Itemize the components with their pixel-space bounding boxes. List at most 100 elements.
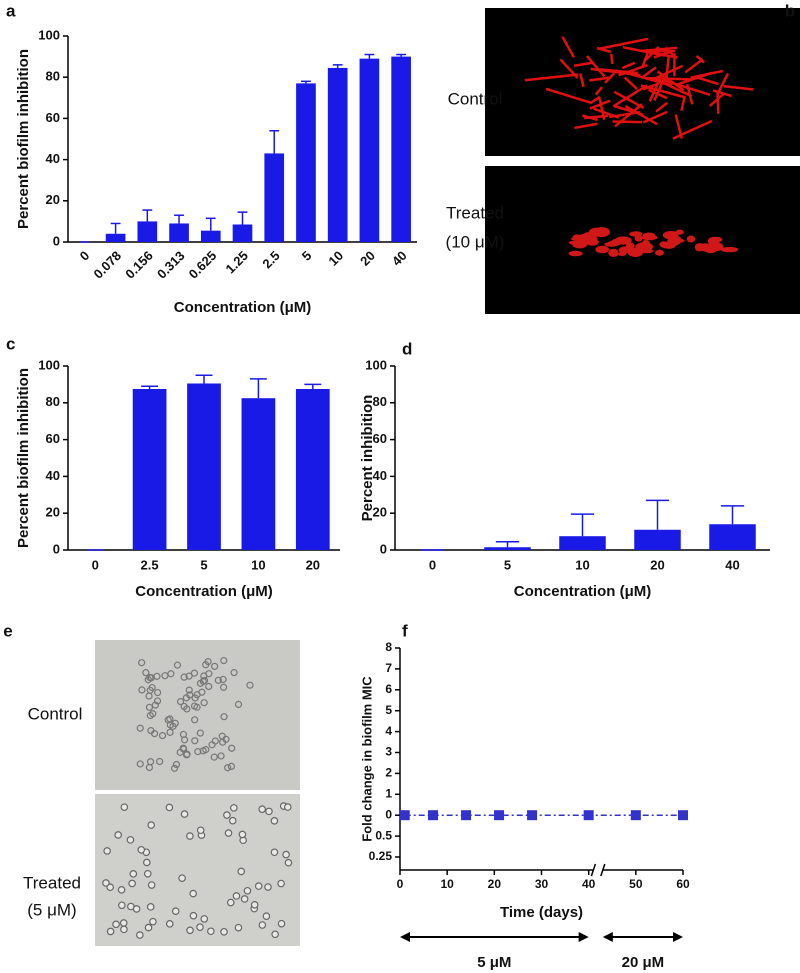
cell — [191, 737, 199, 745]
cell — [234, 923, 243, 932]
cell — [205, 682, 213, 691]
y-tick-label: 100 — [38, 27, 60, 42]
y-axis-title: Fold change in biofilm MIC — [359, 676, 374, 842]
x-tick-label: 10 — [325, 248, 346, 269]
cell — [226, 898, 235, 907]
arrow-head — [673, 932, 683, 942]
x-tick-label: 10 — [251, 557, 265, 572]
cell — [205, 670, 213, 678]
panel-letter: d — [402, 339, 412, 358]
bar — [559, 536, 606, 550]
hypha — [594, 86, 603, 96]
hypha — [641, 66, 657, 79]
cell-cluster — [635, 245, 652, 250]
cell — [237, 867, 246, 876]
cell — [220, 656, 228, 665]
cell — [180, 673, 188, 681]
cell — [240, 895, 249, 903]
hypha — [622, 45, 665, 57]
cell — [144, 923, 153, 932]
cell — [106, 927, 115, 936]
hypha — [579, 73, 585, 88]
hypha — [648, 75, 663, 102]
x-tick-label: 20 — [306, 557, 320, 572]
y-tick-label: 20 — [46, 192, 60, 207]
y-tick-label: 3 — [385, 745, 392, 759]
x-tick-label: 60 — [676, 877, 690, 891]
hypha — [582, 114, 599, 122]
cell — [172, 760, 181, 769]
cell — [191, 694, 199, 702]
cell — [262, 912, 271, 920]
cell — [219, 675, 227, 684]
arrow-head — [400, 932, 410, 942]
y-tick-label: 6 — [385, 682, 392, 696]
bar — [484, 547, 531, 550]
cell-cluster — [588, 227, 605, 237]
hypha — [613, 90, 645, 109]
cell — [196, 729, 204, 737]
point — [399, 810, 410, 821]
x-tick-label: 0.078 — [91, 248, 125, 282]
panel-letter: a — [6, 1, 16, 20]
x-tick-label: 10 — [575, 557, 589, 572]
point — [583, 810, 594, 821]
cell — [112, 920, 120, 929]
hypha — [604, 72, 616, 84]
y-tick-label: 60 — [46, 110, 60, 125]
cell — [210, 753, 218, 761]
cell — [149, 710, 157, 718]
cell — [234, 700, 243, 709]
hypha — [649, 64, 684, 82]
bar — [105, 233, 126, 242]
cell — [200, 676, 209, 685]
cell — [138, 686, 146, 694]
panel-letter: e — [3, 621, 12, 640]
y-axis-title: Percent biofilm inhibition — [15, 368, 32, 548]
bar — [295, 389, 330, 550]
x-tick-label: 40 — [389, 248, 410, 269]
cell — [220, 927, 228, 936]
bar — [327, 67, 348, 243]
cell — [180, 810, 189, 818]
point — [428, 810, 439, 821]
hypha — [618, 63, 648, 77]
cell — [258, 805, 266, 814]
cell — [218, 732, 226, 740]
y-tick-label: 8 — [385, 640, 392, 654]
cell-cluster — [625, 242, 635, 250]
y-tick-label: 40 — [46, 151, 60, 166]
x-axis-title: Concentration (μM) — [135, 583, 273, 600]
cell — [228, 744, 236, 752]
hypha — [610, 53, 614, 65]
x-tick-label: 20 — [488, 877, 502, 891]
cell — [137, 845, 146, 854]
hypha — [589, 76, 612, 82]
hypha — [596, 46, 612, 54]
cell — [143, 869, 152, 878]
hypha — [590, 67, 641, 77]
bar — [241, 398, 276, 550]
cell — [270, 817, 279, 825]
panel-letter: b — [785, 1, 795, 20]
y-tick-label: 1 — [385, 786, 392, 800]
bar — [232, 224, 253, 242]
bar — [264, 153, 285, 242]
bar — [634, 529, 681, 550]
cell-cluster — [608, 248, 619, 258]
hypha — [680, 95, 686, 112]
cell — [211, 662, 219, 670]
image-caption: Control — [448, 89, 503, 108]
cell — [102, 879, 110, 887]
y-tick-label: 0.25 — [369, 849, 393, 863]
cell-cluster — [675, 229, 684, 235]
cell — [224, 829, 233, 837]
axis-break — [600, 863, 606, 877]
cell — [165, 803, 174, 812]
control-micrograph — [95, 640, 300, 790]
cell — [196, 826, 205, 835]
x-tick-label: 0 — [429, 557, 436, 572]
cell-cluster — [629, 231, 643, 237]
y-tick-label: 20 — [46, 505, 60, 520]
cell — [173, 661, 182, 669]
